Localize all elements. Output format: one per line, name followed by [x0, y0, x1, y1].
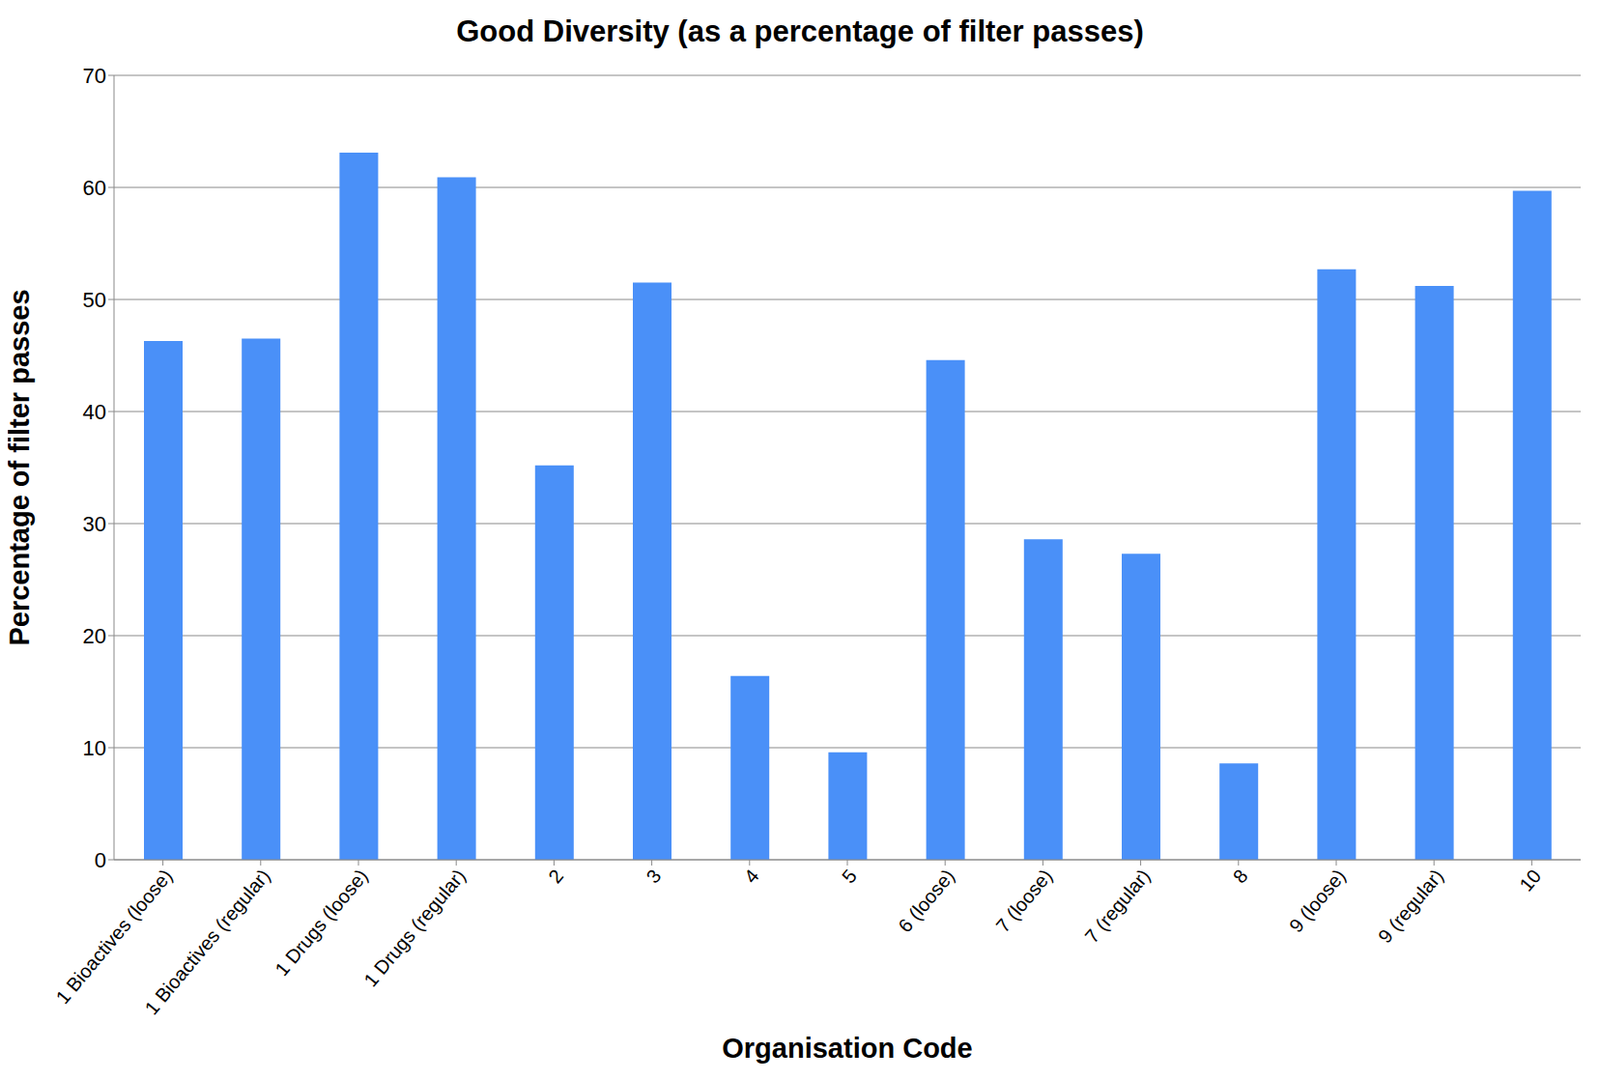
svg-text:8: 8 [1228, 865, 1253, 888]
svg-text:4: 4 [740, 865, 764, 888]
svg-text:60: 60 [83, 175, 107, 200]
svg-text:7 (loose): 7 (loose) [991, 865, 1057, 938]
svg-text:0: 0 [94, 848, 107, 873]
svg-text:30: 30 [83, 512, 107, 537]
svg-text:6 (loose): 6 (loose) [893, 865, 959, 938]
svg-text:20: 20 [83, 624, 107, 649]
svg-text:1 Bioactives (loose): 1 Bioactives (loose) [51, 865, 177, 1009]
svg-text:1 Drugs (regular): 1 Drugs (regular) [359, 865, 470, 992]
svg-text:Organisation Code: Organisation Code [721, 1032, 972, 1064]
svg-text:9 (loose): 9 (loose) [1285, 865, 1350, 938]
svg-text:40: 40 [83, 400, 107, 425]
svg-text:10: 10 [83, 736, 107, 761]
svg-text:50: 50 [83, 287, 107, 313]
svg-text:10: 10 [1514, 865, 1545, 896]
svg-text:5: 5 [837, 865, 861, 888]
svg-text:1 Drugs (loose): 1 Drugs (loose) [270, 865, 372, 981]
svg-text:9 (regular): 9 (regular) [1373, 865, 1448, 948]
html-text:Good Diversity (as a percentag: Good Diversity (as a percentage of filte… [456, 14, 1144, 49]
svg-text:3: 3 [642, 865, 666, 888]
svg-text:2: 2 [543, 865, 568, 888]
svg-text:Percentage of filter passes: Percentage of filter passes [7, 288, 35, 646]
svg-text:70: 70 [83, 63, 107, 88]
svg-text:1 Bioactives (regular): 1 Bioactives (regular) [140, 865, 274, 1020]
svg-text:7 (regular): 7 (regular) [1080, 865, 1154, 948]
